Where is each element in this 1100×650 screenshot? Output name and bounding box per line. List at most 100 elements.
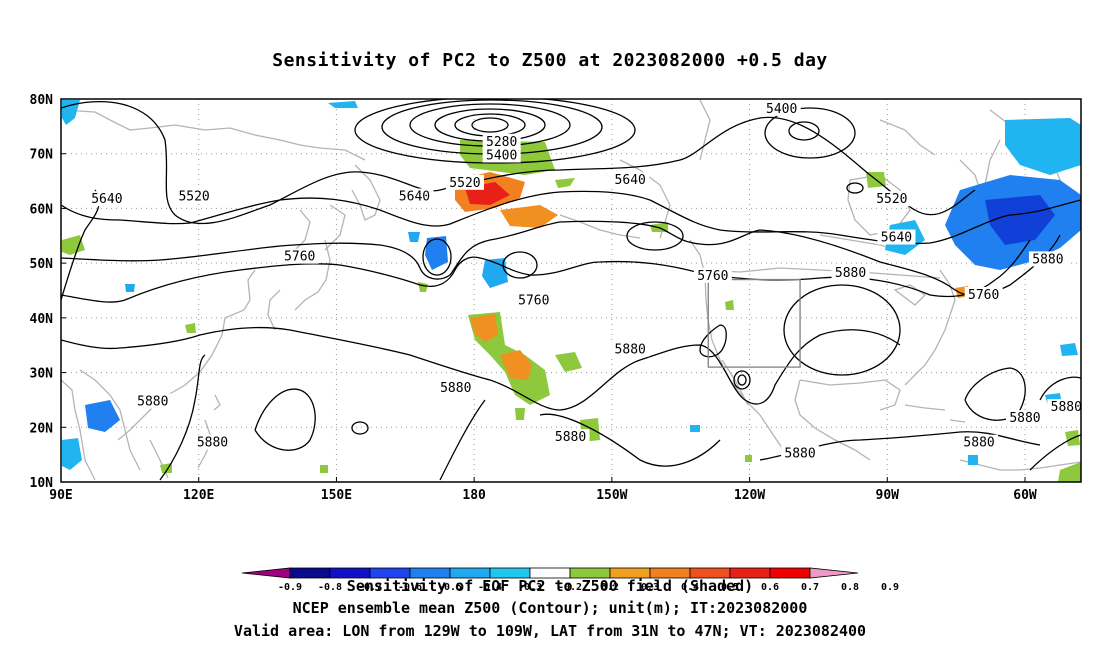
lon-label: 150W bbox=[596, 488, 627, 503]
shaded-region bbox=[555, 352, 582, 372]
contour-label-bg bbox=[611, 172, 650, 188]
contour-label-bg bbox=[436, 379, 475, 395]
shaded-region bbox=[725, 300, 734, 310]
longitude-labels: 90E 120E 150E 180 150W 120W 90W 60W bbox=[49, 477, 1037, 503]
lat-label: 20N bbox=[30, 421, 54, 436]
shaded-region bbox=[185, 323, 196, 333]
contour-label: 5880 bbox=[1032, 252, 1063, 267]
shaded-region bbox=[408, 232, 420, 242]
contour-label-bg bbox=[482, 147, 521, 163]
contour-label-bg bbox=[693, 267, 732, 283]
colorbar-tick-label: -0.2 bbox=[558, 582, 582, 593]
shaded-region bbox=[328, 101, 358, 108]
contour-label-bg bbox=[781, 445, 820, 461]
contour-label: 5880 bbox=[137, 395, 168, 410]
lat-label: 30N bbox=[30, 367, 54, 382]
colorbar-tick-label: 0.4 bbox=[681, 582, 699, 593]
contour-label: 5880 bbox=[1009, 411, 1040, 426]
colorbar-tick-label: -0.8 bbox=[318, 582, 342, 593]
contour-label: 5520 bbox=[178, 189, 209, 204]
colorbar: -0.9 -0.8 -0.7 -0.6 -0.5 -0.4 -0.3 -0.2 0.2 0.3 0.… bbox=[241, 567, 899, 593]
contour-label: 5880 bbox=[963, 436, 994, 451]
colorbar-tick-label: 0.8 bbox=[841, 582, 859, 593]
latitude-labels: 80N 70N 60N 50N 40N 30N 20N 10N bbox=[30, 93, 66, 491]
colorbar-tick-label: 0.6 bbox=[761, 582, 779, 593]
caption-shading: Sensitivity of EOF PC2 to Z500 field (Sh… bbox=[346, 577, 754, 595]
colorbar-tick-label: 0.7 bbox=[801, 582, 819, 593]
contour-label: 5880 bbox=[784, 447, 815, 462]
lon-label: 90E bbox=[49, 488, 72, 503]
contour-label-bg bbox=[1005, 410, 1044, 426]
contour-label-bg bbox=[395, 188, 434, 204]
shaded-region bbox=[1005, 118, 1081, 175]
contour-label: 5760 bbox=[284, 250, 315, 265]
colorbar-tick-label: 0.5 bbox=[721, 582, 739, 593]
shaded-region bbox=[745, 455, 752, 462]
lon-label: 60W bbox=[1013, 488, 1037, 503]
lat-label: 70N bbox=[30, 148, 54, 163]
contour-label-bg bbox=[960, 434, 999, 450]
contour-label: 5520 bbox=[876, 192, 907, 207]
contour-label: 5880 bbox=[555, 430, 586, 445]
shaded-region bbox=[1058, 462, 1081, 482]
lat-lon-grid bbox=[60, 99, 1081, 482]
shaded-region bbox=[425, 236, 448, 270]
contour-label: 5880 bbox=[615, 343, 646, 358]
contour-label-bg bbox=[877, 229, 916, 245]
shaded-region bbox=[160, 463, 172, 473]
contour-label: 5520 bbox=[449, 176, 480, 191]
colorbar-tick-label: 0.2 bbox=[601, 582, 619, 593]
contour-label: 5880 bbox=[835, 266, 866, 281]
sensitivity-shading bbox=[62, 100, 1081, 482]
contour-label: 5640 bbox=[399, 189, 430, 204]
contour-label: 5640 bbox=[615, 173, 646, 188]
contour-label: 5400 bbox=[486, 148, 517, 163]
contour-label: 5880 bbox=[440, 381, 471, 396]
contour-label-bg bbox=[175, 188, 214, 204]
colorbar-tick-label: -0.7 bbox=[358, 582, 382, 593]
contour-label-bg bbox=[872, 191, 911, 207]
lon-label: 90W bbox=[876, 488, 900, 503]
contour-label-bg bbox=[1047, 399, 1086, 415]
contour-label: 5400 bbox=[766, 102, 797, 117]
valid-area-box bbox=[707, 278, 801, 368]
contour-label-bg bbox=[87, 191, 126, 207]
contour-label-bg bbox=[280, 248, 319, 264]
contour-label-bg bbox=[445, 174, 484, 190]
contour-label: 5760 bbox=[518, 293, 549, 308]
contour-label: 5640 bbox=[91, 192, 122, 207]
colorbar-tick-label: 0.3 bbox=[641, 582, 659, 593]
lat-label: 50N bbox=[30, 257, 54, 272]
lat-label: 80N bbox=[30, 93, 54, 108]
contour-label: 5760 bbox=[968, 288, 999, 303]
contour-label-bg bbox=[611, 341, 650, 357]
lon-label: 180 bbox=[462, 488, 486, 503]
lon-label: 150E bbox=[321, 488, 352, 503]
shaded-region bbox=[985, 195, 1055, 245]
lon-label: 120E bbox=[183, 488, 214, 503]
lat-label: 10N bbox=[30, 476, 54, 491]
contour-label: 5280 bbox=[486, 135, 517, 150]
contour-label-bg bbox=[133, 393, 172, 409]
shaded-region bbox=[515, 408, 525, 420]
shaded-region bbox=[500, 350, 532, 380]
caption-valid-area: Valid area: LON from 129W to 109W, LAT f… bbox=[233, 622, 867, 640]
colorbar-tick-label: -0.6 bbox=[398, 582, 422, 593]
colorbar-tick-label: -0.3 bbox=[518, 582, 542, 593]
lon-label: 120W bbox=[734, 488, 765, 503]
coastlines bbox=[61, 99, 1081, 481]
shaded-region bbox=[470, 314, 498, 342]
shaded-region bbox=[1060, 343, 1078, 356]
contour-label-bg bbox=[964, 286, 1003, 302]
contour-label-bg bbox=[482, 133, 521, 149]
shaded-region bbox=[125, 284, 135, 292]
shaded-region bbox=[320, 465, 328, 473]
map-title: Sensitivity of PC2 to Z500 at 2023082000… bbox=[272, 50, 828, 71]
colorbar-tick-label: 0.9 bbox=[881, 582, 899, 593]
contour-label: 5880 bbox=[197, 436, 228, 451]
shaded-region bbox=[62, 438, 82, 470]
colorbar-tick-label: -0.5 bbox=[438, 582, 462, 593]
contour-label: 5640 bbox=[881, 231, 912, 246]
